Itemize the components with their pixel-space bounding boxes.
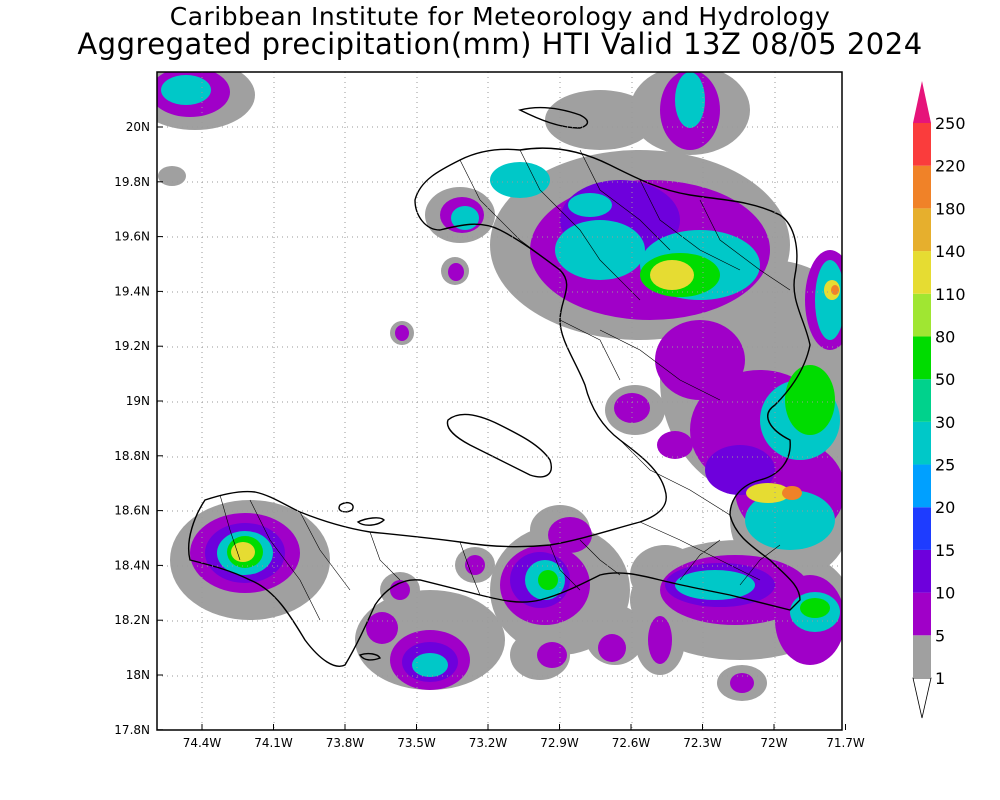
colorbar-label: 140 bbox=[935, 242, 966, 261]
precipitation-layer bbox=[157, 72, 842, 730]
lat-tick-label: 20N bbox=[126, 120, 150, 134]
colorbar-label: 10 bbox=[935, 584, 955, 603]
colorbar-segment bbox=[913, 592, 931, 636]
colorbar-segment bbox=[913, 251, 931, 294]
lon-tick-label: 72.6W bbox=[612, 736, 651, 750]
lon-tick-label: 74.1W bbox=[254, 736, 293, 750]
longitude-axis: 74.4W 74.1W 73.8W 73.5W 73.2W 72.9W 72.6W 72.3W… bbox=[183, 724, 865, 750]
lat-tick-label: 19N bbox=[126, 394, 150, 408]
product-title: Aggregated precipitation(mm) HTI Valid 1… bbox=[77, 27, 923, 61]
colorbar-label: 1 bbox=[935, 669, 945, 688]
lat-tick-label: 19.8N bbox=[114, 175, 150, 189]
colorbar-label: 250 bbox=[935, 114, 966, 133]
colorbar-max-arrow bbox=[913, 81, 931, 123]
colorbar-label: 80 bbox=[935, 327, 955, 346]
colorbar-segment bbox=[913, 635, 931, 678]
colorbar-segment bbox=[913, 293, 931, 337]
colorbar-label: 20 bbox=[935, 498, 955, 517]
latitude-axis: 20N 19.8N 19.6N 19.4N 19.2N 19N 18.8N 18.6N 18.4… bbox=[114, 120, 163, 737]
lat-tick-label: 18.4N bbox=[114, 558, 150, 572]
institution-title: Caribbean Institute for Meteorology and … bbox=[169, 2, 831, 31]
colorbar-label: 220 bbox=[935, 157, 966, 176]
lon-tick-label: 72W bbox=[760, 736, 787, 750]
colorbar-label: 180 bbox=[935, 199, 966, 218]
colorbar-label: 50 bbox=[935, 370, 955, 389]
colorbar-label: 30 bbox=[935, 413, 955, 432]
colorbar-label: 15 bbox=[935, 541, 955, 560]
lon-tick-label: 71.7W bbox=[826, 736, 865, 750]
colorbar-segment bbox=[913, 208, 931, 252]
colorbar-label: 25 bbox=[935, 456, 955, 475]
colorbar-segment bbox=[913, 549, 931, 593]
colorbar-segment bbox=[913, 507, 931, 550]
lat-tick-label: 18.6N bbox=[114, 504, 150, 518]
colorbar-segment bbox=[913, 421, 931, 465]
lat-tick-label: 19.2N bbox=[114, 339, 150, 353]
lat-tick-label: 18N bbox=[126, 668, 150, 682]
map-grid bbox=[157, 72, 842, 730]
lon-tick-label: 73.5W bbox=[397, 736, 436, 750]
colorbar-min-arrow bbox=[912, 677, 932, 719]
colorbar-label: 110 bbox=[935, 285, 966, 304]
lon-tick-label: 72.3W bbox=[683, 736, 722, 750]
lat-tick-label: 19.4N bbox=[114, 284, 150, 298]
lat-tick-label: 17.8N bbox=[114, 723, 150, 737]
lat-tick-label: 18.8N bbox=[114, 449, 150, 463]
colorbar-label: 5 bbox=[935, 626, 945, 645]
admin-borders bbox=[219, 149, 791, 621]
colorbar-segment bbox=[913, 464, 931, 508]
colorbar-segment bbox=[913, 123, 931, 166]
colorbar-segment bbox=[913, 379, 931, 422]
lat-tick-label: 18.2N bbox=[114, 613, 150, 627]
lon-tick-label: 72.9W bbox=[540, 736, 579, 750]
lon-tick-label: 73.2W bbox=[469, 736, 508, 750]
lon-tick-label: 73.8W bbox=[326, 736, 365, 750]
colorbar-segment bbox=[913, 165, 931, 209]
lat-tick-label: 19.6N bbox=[114, 230, 150, 244]
lon-tick-label: 74.4W bbox=[183, 736, 222, 750]
coastlines bbox=[188, 106, 811, 667]
colorbar-segment bbox=[913, 336, 931, 380]
